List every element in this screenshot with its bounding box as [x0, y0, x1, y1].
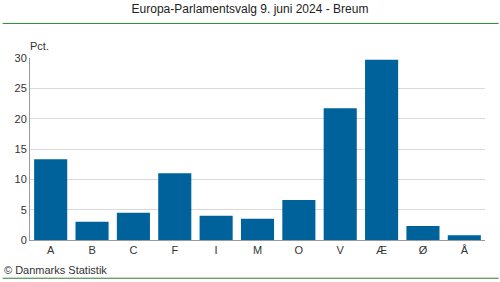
- svg-text:20: 20: [15, 113, 27, 125]
- svg-text:Pct.: Pct.: [30, 40, 49, 52]
- svg-text:V: V: [337, 244, 345, 256]
- svg-text:25: 25: [15, 82, 27, 94]
- svg-text:B: B: [88, 244, 95, 256]
- svg-text:5: 5: [21, 204, 27, 216]
- svg-text:30: 30: [15, 52, 27, 64]
- svg-text:Æ: Æ: [376, 244, 387, 256]
- svg-text:© Danmarks Statistik: © Danmarks Statistik: [4, 264, 107, 276]
- svg-text:A: A: [47, 244, 55, 256]
- svg-text:F: F: [171, 244, 178, 256]
- svg-text:O: O: [295, 244, 304, 256]
- svg-text:0: 0: [21, 234, 27, 246]
- svg-text:10: 10: [15, 173, 27, 185]
- svg-text:15: 15: [15, 143, 27, 155]
- svg-text:C: C: [129, 244, 137, 256]
- svg-text:Europa-Parlamentsvalg 9. juni: Europa-Parlamentsvalg 9. juni 2024 - Bre…: [132, 2, 369, 16]
- svg-text:Å: Å: [461, 244, 469, 256]
- svg-text:I: I: [215, 244, 218, 256]
- svg-text:M: M: [253, 244, 262, 256]
- svg-text:Ø: Ø: [419, 244, 428, 256]
